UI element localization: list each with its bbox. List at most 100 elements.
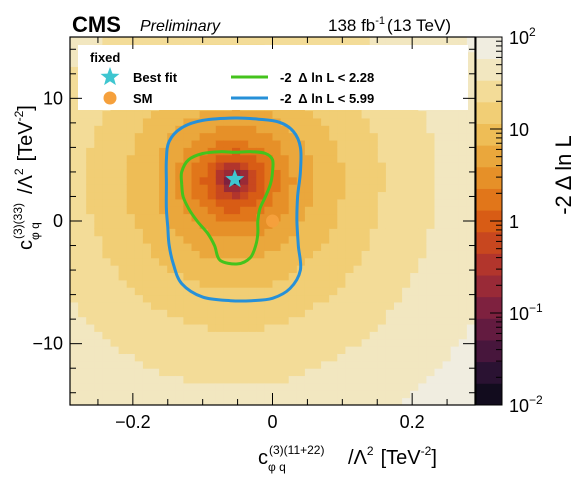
heatmap-cell bbox=[215, 162, 225, 170]
heatmap-cell bbox=[159, 382, 168, 391]
heatmap-cell bbox=[296, 301, 306, 310]
heatmap-cell bbox=[86, 132, 95, 141]
heatmap-cell bbox=[264, 265, 273, 274]
heatmap-cell bbox=[110, 309, 120, 318]
heatmap-cell bbox=[110, 191, 120, 200]
heatmap-cell bbox=[272, 169, 282, 178]
heatmap-cell bbox=[450, 110, 460, 119]
heatmap-cell bbox=[248, 154, 257, 163]
heatmap-cell bbox=[361, 316, 371, 325]
heatmap-cell bbox=[175, 250, 184, 259]
heatmap-cell bbox=[361, 198, 371, 207]
heatmap-cell bbox=[191, 169, 201, 178]
heatmap-cell bbox=[434, 382, 444, 391]
heatmap-cell bbox=[126, 316, 136, 325]
heatmap-cell bbox=[102, 279, 111, 288]
heatmap-cell bbox=[321, 206, 330, 215]
heatmap-cell bbox=[199, 390, 209, 399]
heatmap-cell bbox=[175, 206, 184, 215]
heatmap-cell bbox=[353, 37, 363, 45]
heatmap-cell bbox=[151, 375, 160, 384]
heatmap-cell bbox=[385, 360, 395, 369]
heatmap-cell bbox=[458, 147, 468, 156]
heatmap-cell bbox=[394, 184, 403, 193]
heatmap-cell bbox=[159, 213, 168, 222]
heatmap-cell bbox=[94, 110, 103, 119]
heatmap-cell bbox=[345, 206, 354, 215]
heatmap-cell bbox=[385, 257, 395, 266]
heatmap-cell bbox=[385, 176, 395, 185]
heatmap-cell bbox=[426, 375, 435, 384]
heatmap-cell bbox=[442, 353, 452, 362]
heatmap-cell bbox=[94, 257, 103, 266]
heatmap-cell bbox=[191, 250, 201, 259]
heatmap-cell bbox=[183, 316, 192, 325]
heatmap-cell bbox=[321, 147, 330, 156]
heatmap-cell bbox=[288, 184, 298, 193]
heatmap-cell bbox=[110, 324, 120, 332]
heatmap-cell bbox=[466, 390, 475, 399]
heatmap-cell bbox=[304, 154, 314, 163]
heatmap-cell bbox=[369, 206, 379, 215]
heatmap-cell bbox=[321, 331, 330, 340]
heatmap-cell bbox=[458, 176, 468, 185]
heatmap-cell bbox=[256, 221, 265, 229]
heatmap-cell bbox=[86, 375, 95, 384]
colorbar-segment bbox=[476, 58, 502, 81]
heatmap-cell bbox=[240, 265, 249, 274]
heatmap-cell bbox=[418, 191, 427, 200]
heatmap-cell bbox=[86, 213, 95, 222]
heatmap-cell bbox=[126, 37, 136, 45]
heatmap-cell bbox=[167, 324, 176, 332]
heatmap-cell bbox=[321, 154, 330, 163]
heatmap-cell bbox=[159, 37, 168, 45]
heatmap-cell bbox=[402, 294, 411, 303]
heatmap-cell bbox=[410, 346, 419, 354]
heatmap-cell bbox=[434, 154, 444, 163]
heatmap-cell bbox=[345, 279, 354, 288]
heatmap-cell bbox=[232, 353, 241, 362]
heatmap-cell bbox=[207, 324, 217, 332]
heatmap-cell bbox=[199, 309, 209, 318]
heatmap-cell bbox=[199, 37, 209, 45]
heatmap-cell bbox=[232, 390, 241, 399]
heatmap-cell bbox=[199, 331, 209, 340]
best-fit-marker bbox=[225, 169, 245, 188]
heatmap-cell bbox=[296, 353, 306, 362]
heatmap-cell bbox=[151, 228, 160, 237]
heatmap-cell bbox=[394, 346, 403, 354]
heatmap-cell bbox=[207, 338, 217, 347]
heatmap-cell bbox=[240, 390, 249, 399]
heatmap-cell bbox=[94, 250, 103, 259]
heatmap-cell bbox=[450, 324, 460, 332]
heatmap-cell bbox=[280, 353, 290, 362]
heatmap-cell bbox=[118, 338, 128, 347]
heatmap-cell bbox=[78, 213, 87, 222]
heatmap-cell bbox=[377, 228, 387, 237]
heatmap-cell bbox=[361, 331, 371, 340]
heatmap-cell bbox=[304, 397, 314, 405]
heatmap-cell bbox=[240, 324, 249, 332]
heatmap-cell bbox=[280, 382, 290, 391]
heatmap-cell bbox=[118, 353, 128, 362]
heatmap-cell bbox=[450, 279, 460, 288]
heatmap-cell bbox=[86, 324, 95, 332]
heatmap-cell bbox=[288, 331, 298, 340]
heatmap-cell bbox=[321, 390, 330, 399]
heatmap-cell bbox=[321, 213, 330, 222]
heatmap-cell bbox=[466, 110, 475, 119]
heatmap-cell bbox=[232, 309, 241, 318]
heatmap-cell bbox=[264, 132, 273, 141]
heatmap-cell bbox=[232, 154, 241, 163]
heatmap-cell bbox=[175, 221, 184, 229]
heatmap-cell bbox=[215, 125, 225, 134]
heatmap-cell bbox=[183, 331, 192, 340]
heatmap-cell bbox=[183, 279, 192, 288]
heatmap-cell bbox=[256, 382, 265, 391]
heatmap-cell bbox=[434, 287, 444, 296]
legend-label-95: -2 Δ ln L < 5.99 bbox=[280, 91, 374, 106]
heatmap-cell bbox=[199, 346, 209, 354]
heatmap-cell bbox=[369, 132, 379, 141]
heatmap-cell bbox=[458, 368, 468, 377]
x-tick-label: 0.2 bbox=[400, 412, 425, 432]
